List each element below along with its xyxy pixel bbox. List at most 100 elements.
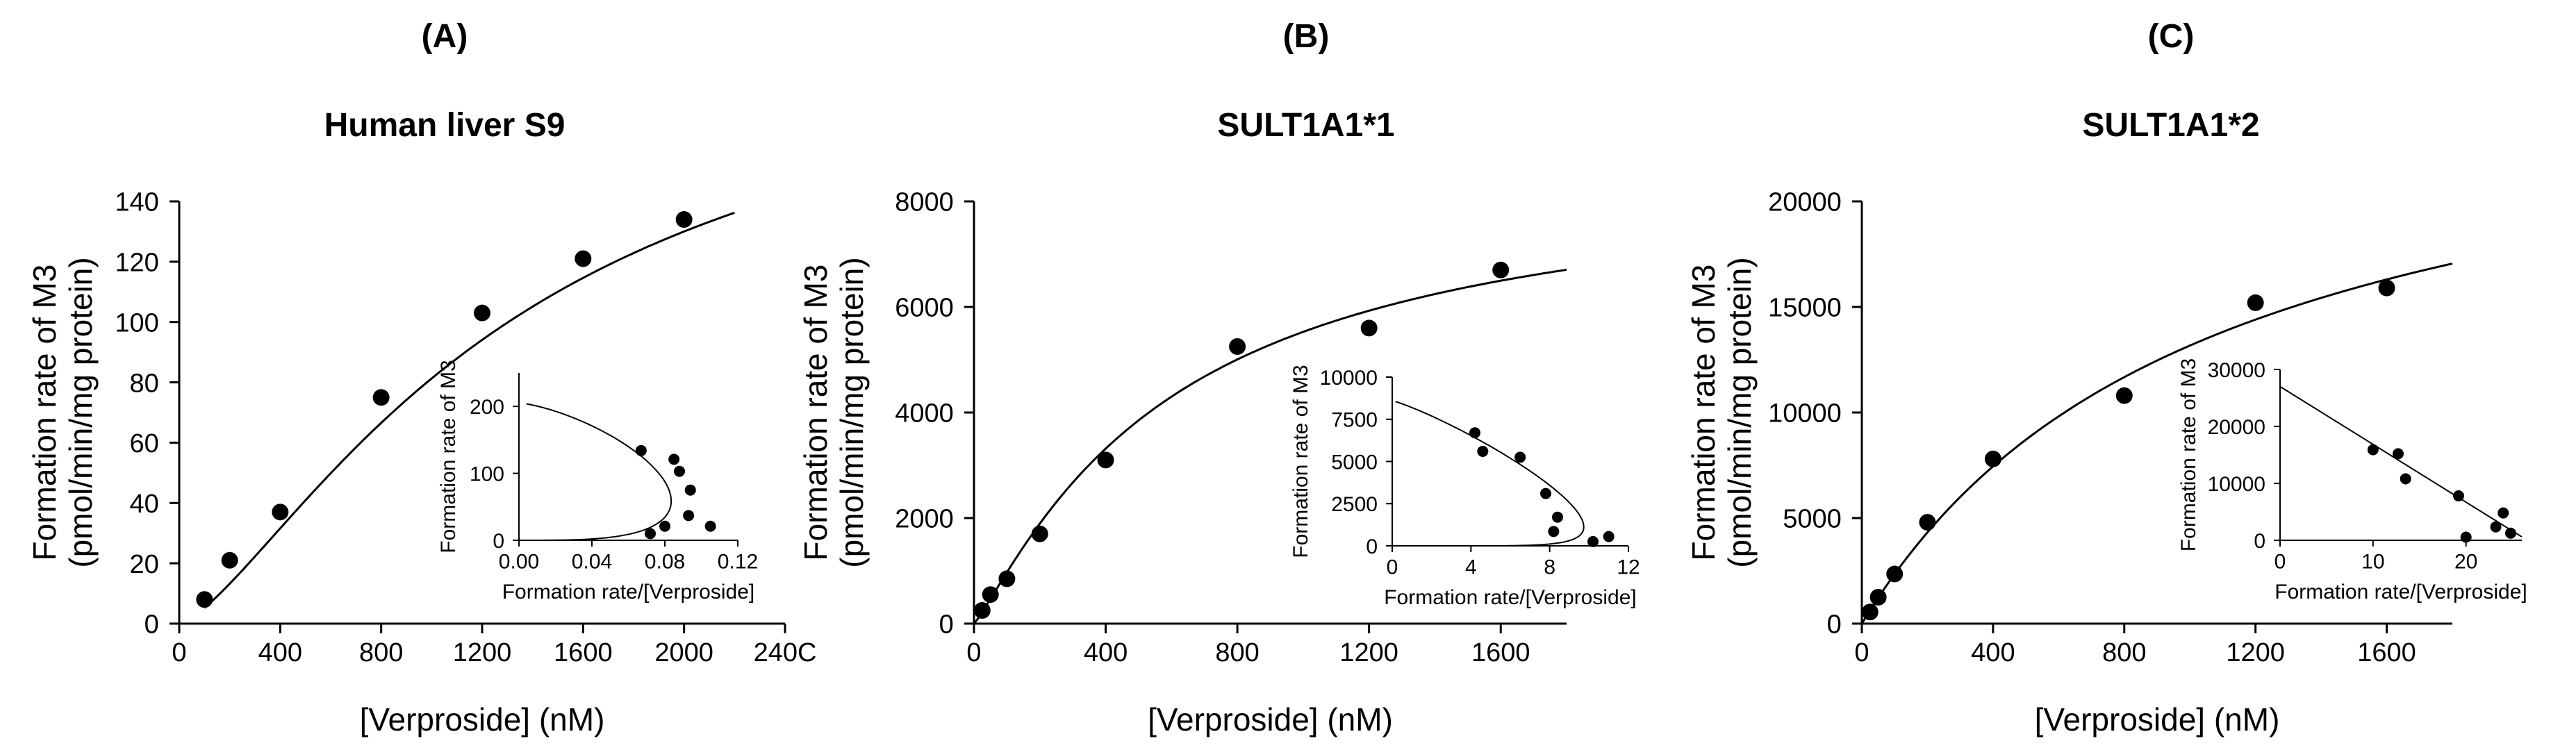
data-point [221,551,238,569]
inset-data-point [659,520,670,532]
panel-title: SULT1A1*2 [2082,107,2259,144]
inset-y-tick-label: 10000 [1320,367,1378,390]
y-tick-label: 0 [939,610,954,640]
inset-x-tick-label: 0 [2274,551,2286,574]
x-tick-label: 1600 [1471,638,1530,667]
inset-y-tick-label: 7500 [1331,409,1378,432]
data-point [998,570,1016,588]
fit-curve [204,211,735,609]
inset-data-point [2490,521,2502,533]
inset-data-point [645,528,656,540]
y-tick-label: 0 [1827,610,1842,640]
inset-x-axis-title: Formation rate/[Verproside] [1384,586,1637,609]
data-point [1229,338,1246,355]
panel-title: Human liver S9 [324,107,565,144]
y-tick-label: 4000 [895,399,954,428]
inset-y-tick-label: 10000 [2208,473,2265,496]
data-point [675,211,693,228]
x-tick-label: 800 [2102,638,2146,667]
inset-x-tick-label: 12 [1617,556,1640,579]
inset-y-tick-label: 0 [2254,530,2265,553]
panel-label: (B) [1283,18,1330,55]
inset-data-point [2497,507,2509,519]
inset-data-point [668,453,680,465]
inset-y-tick-label: 0 [1366,535,1378,558]
inset-x-axis-title: Formation rate/[Verproside] [2274,581,2527,603]
data-point [973,602,991,619]
inset-data-point [683,510,695,522]
inset-fit-line [2279,385,2523,538]
inset-x-tick-label: 0.12 [718,551,758,574]
inset-fit-curve [1395,401,1585,547]
x-axis-title: [Verproside] (nM) [360,701,605,738]
inset-y-axis-title: Formation rate of M3 [1289,365,1312,558]
panel-label: (C) [2148,18,2195,55]
x-tick-label: 1200 [453,638,512,667]
inset-data-point [1603,531,1615,542]
x-tick-label: 1200 [2226,638,2285,667]
inset-data-point [1587,535,1599,547]
y-axis-title-line1: Formation rate of M3 [26,265,63,561]
y-axis-title-line2: (pmol/min/mg protein) [834,257,870,567]
inset-y-tick-label: 200 [470,396,504,419]
inset-x-tick-label: 0 [1387,556,1398,579]
inset-data-point [674,465,685,477]
panel-label: (A) [422,18,468,55]
inset-plot: 0 10 20 0 10000 20000 30000 Formation rate/[Ver… [2177,358,2527,603]
inset-data-point [1540,488,1551,499]
inset-data-point [2452,490,2464,502]
y-tick-label: 100 [115,308,158,338]
y-tick-label: 40 [130,490,159,519]
inset-data-point [684,484,696,496]
inset-data-point [2392,448,2404,460]
data-point [272,503,289,521]
x-axis-title: [Verproside] (nM) [1148,701,1393,738]
y-tick-label: 0 [145,610,159,640]
inset-data-point [635,444,647,456]
inset-x-axis-title: Formation rate/[Verproside] [502,581,755,603]
panel-a: (A)Human liver S90 400 800 1200 1600 2000 240C… [26,18,816,738]
data-point [2378,279,2395,297]
inset-data-point [1552,511,1563,523]
inset-x-tick-label: 8 [1544,556,1555,579]
inset-x-tick-label: 4 [1465,556,1477,579]
y-tick-label: 5000 [1783,505,1842,534]
data-point [1984,450,2001,467]
x-tick-label: 400 [258,638,302,667]
inset-data-point [2400,473,2411,485]
data-point [1031,525,1048,542]
panel-c: (C) SULT1A1*2 0 400 800 1200 1600 0 5000 10000 150… [1685,18,2527,738]
inset-y-tick-label: 100 [470,462,504,485]
x-tick-label: 2000 [654,638,713,667]
inset-data-point [1469,427,1480,439]
inset-data-point [1514,451,1526,463]
data-point [982,586,999,603]
data-point [372,389,390,406]
fit-curve [973,268,1567,624]
inset-data-point [2460,531,2472,543]
data-point [1360,319,1378,337]
data-point [1861,603,1879,621]
inset-y-axis-title: Formation rate of M3 [2177,358,2200,551]
data-point [1097,451,1114,469]
inset-x-tick-label: 0.00 [499,551,539,574]
data-point [196,591,213,608]
x-tick-label: 0 [966,638,981,667]
y-tick-label: 120 [115,249,158,278]
y-tick-label: 20 [130,550,159,579]
data-point [474,304,490,322]
inset-plot: 0 4 8 12 0 2500 5000 7500 10000 Formation rate/[V… [1289,365,1640,609]
y-tick-label: 2000 [895,505,954,534]
inset-x-tick-label: 10 [2361,551,2384,574]
inset-y-tick-label: 5000 [1331,451,1378,474]
y-tick-label: 10000 [1768,399,1842,428]
x-tick-label: 800 [1215,638,1259,667]
x-tick-label: 1600 [2357,638,2416,667]
y-tick-label: 20000 [1768,188,1842,217]
panel-title: SULT1A1*1 [1217,107,1394,144]
data-point [2247,294,2264,311]
x-tick-label: 1600 [554,638,613,667]
x-tick-label: 240C [754,638,817,667]
data-point [1869,589,1887,606]
